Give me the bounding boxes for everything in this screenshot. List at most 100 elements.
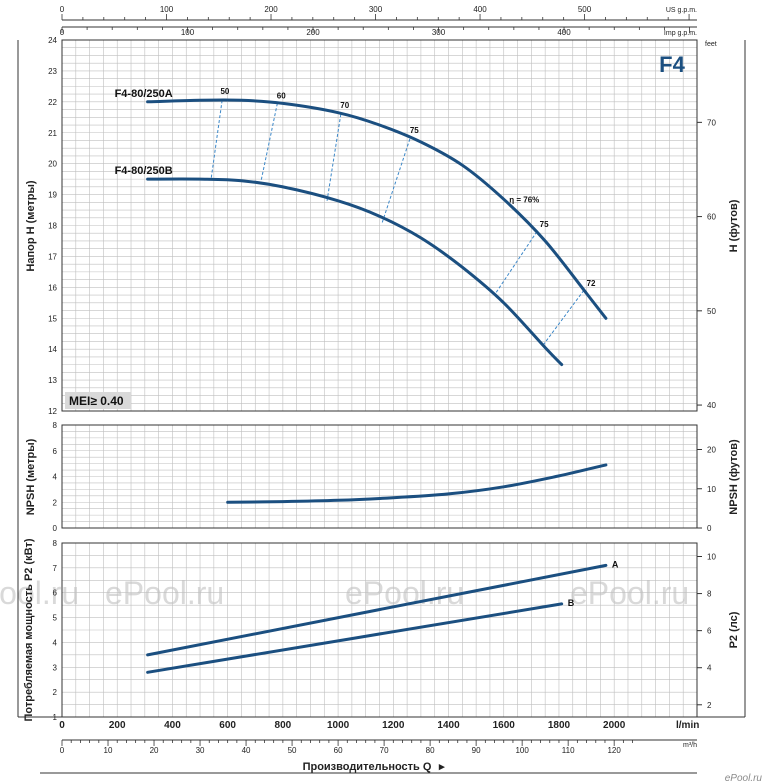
x-tick-label-m3h: 80	[426, 746, 435, 755]
y-right-tick-label-npsh: 0	[707, 524, 712, 533]
y-tick-label-head: 23	[48, 67, 57, 76]
x-tick-label-m3h: 10	[104, 746, 113, 755]
y-tick-label-power: 2	[53, 688, 58, 697]
x-tick-label-m3h: 50	[288, 746, 297, 755]
x-tick-label-lmin: 800	[275, 720, 292, 731]
chart-title: F4	[659, 52, 685, 77]
y-right-tick-label-power: 4	[707, 664, 712, 673]
efficiency-label: η = 76%	[509, 195, 539, 204]
efficiency-line	[495, 231, 538, 294]
x-tick-label-m3h: 20	[150, 746, 159, 755]
x-tick-label-usgpm: 400	[473, 5, 487, 14]
y-tick-label-power: 6	[53, 589, 58, 598]
power-curve-1	[146, 602, 564, 674]
y-right-tick-label-power: 8	[707, 590, 712, 599]
series-label-power: A	[612, 559, 619, 569]
y-tick-label-head: 24	[48, 36, 57, 45]
x-tick-label-m3h: 90	[472, 746, 481, 755]
x-tick-label-m3h: 70	[380, 746, 389, 755]
y-tick-label-power: 7	[53, 564, 58, 573]
x-tick-label-lmin: 200	[109, 720, 126, 731]
y-tick-label-head: 19	[48, 191, 57, 200]
y-right-tick-label-power: 6	[707, 627, 712, 636]
x-tick-label-lmin: 1600	[493, 720, 516, 731]
x-tick-label-lmin: 1400	[437, 720, 460, 731]
y-tick-label-head: 16	[48, 283, 57, 292]
x-tick-label-impgpm: 400	[557, 28, 571, 37]
y-tick-label-head: 13	[48, 376, 57, 385]
x-tick-label-usgpm: 0	[60, 5, 65, 14]
y-tick-label-head: 17	[48, 252, 57, 261]
x-axis-title: Производительность Q	[303, 761, 432, 773]
y-axis-title-power: Потребляемая мощность P2 (кВт)	[23, 538, 35, 721]
y-tick-label-head: 15	[48, 314, 57, 323]
efficiency-label: 60	[277, 92, 286, 101]
efficiency-label: 75	[410, 126, 419, 135]
y-tick-label-npsh: 6	[53, 447, 58, 456]
mei-badge: MEI≥ 0.40	[69, 394, 124, 408]
x-tick-label-usgpm: 200	[264, 5, 278, 14]
site-logo: ePool.ru	[725, 773, 763, 784]
plot-frame-head	[61, 39, 698, 412]
x-tick-label-usgpm: 300	[369, 5, 383, 14]
y-axis-title-npsh-right: NPSH (футов)	[728, 439, 740, 515]
efficiency-line	[210, 100, 223, 180]
efficiency-line	[326, 114, 342, 201]
y-tick-label-npsh: 2	[53, 498, 58, 507]
y-right-tick-label-npsh: 20	[707, 446, 716, 455]
y-right-tick-label-head: 70	[707, 118, 716, 127]
mei-badge-bg	[65, 392, 131, 409]
x-tick-label-m3h: 30	[196, 746, 205, 755]
x-tick-label-lmin: 0	[59, 720, 65, 731]
x-tick-label-lmin: 1200	[382, 720, 405, 731]
x-tick-label-lmin: 1000	[327, 720, 350, 731]
npsh-curve-0	[226, 463, 608, 504]
y-right-tick-label-power: 2	[707, 701, 712, 710]
y-tick-label-head: 14	[48, 345, 57, 354]
y-tick-label-npsh: 8	[53, 421, 58, 430]
plot-frame-npsh	[61, 424, 698, 529]
x-tick-label-impgpm: 300	[432, 28, 446, 37]
x-tick-label-impgpm: 200	[306, 28, 320, 37]
head-curve-0	[146, 98, 608, 320]
y-axis-title-power-right: P2 (лс)	[728, 611, 740, 648]
head-curve-1	[146, 177, 564, 367]
unit-label-usgpm: US g.p.m.	[666, 7, 697, 14]
x-tick-label-m3h: 120	[607, 746, 621, 755]
x-tick-label-lmin: 1800	[548, 720, 571, 731]
x-tick-label-m3h: 110	[562, 746, 575, 755]
unit-label-lmin: l/min	[676, 720, 699, 731]
curve-layer	[146, 98, 608, 674]
efficiency-label: 75	[540, 220, 549, 229]
y-right-tick-label-head: 40	[707, 401, 716, 410]
y-tick-label-power: 8	[53, 539, 58, 548]
y-right-tick-label-head: 50	[707, 307, 716, 316]
x-tick-label-m3h: 60	[334, 746, 343, 755]
efficiency-label: 72	[587, 279, 596, 288]
y-tick-label-power: 1	[53, 713, 58, 722]
y-right-tick-label-npsh: 10	[707, 485, 716, 494]
efficiency-line	[541, 290, 585, 347]
y-tick-label-head: 20	[48, 160, 57, 169]
x-tick-label-m3h: 0	[60, 746, 65, 755]
x-tick-label-impgpm: 0	[60, 28, 65, 37]
x-tick-label-m3h: 100	[515, 746, 529, 755]
efficiency-line	[260, 103, 278, 183]
x-tick-label-lmin: 600	[219, 720, 236, 731]
efficiency-label: 50	[220, 87, 229, 96]
y-tick-label-head: 18	[48, 222, 57, 231]
x-axis-arrow: ▸	[438, 761, 445, 773]
y-tick-label-head: 12	[48, 407, 57, 416]
y-tick-label-npsh: 0	[53, 524, 58, 533]
frame-layer	[17, 14, 746, 774]
y-tick-label-head: 22	[48, 98, 57, 107]
series-label-head: F4-80/250A	[115, 88, 173, 100]
text-layer: 1213141516171819202122232402468123456784…	[23, 5, 762, 784]
y-axis-title-npsh: NPSH (метры)	[25, 438, 37, 515]
x-tick-label-lmin: 2000	[603, 720, 626, 731]
x-tick-label-lmin: 400	[164, 720, 181, 731]
y-axis-title-head-right: H (футов)	[728, 199, 740, 252]
power-curve-0	[146, 563, 608, 657]
unit-label-m3h: m³/h	[683, 742, 697, 749]
y-tick-label-power: 4	[53, 638, 58, 647]
